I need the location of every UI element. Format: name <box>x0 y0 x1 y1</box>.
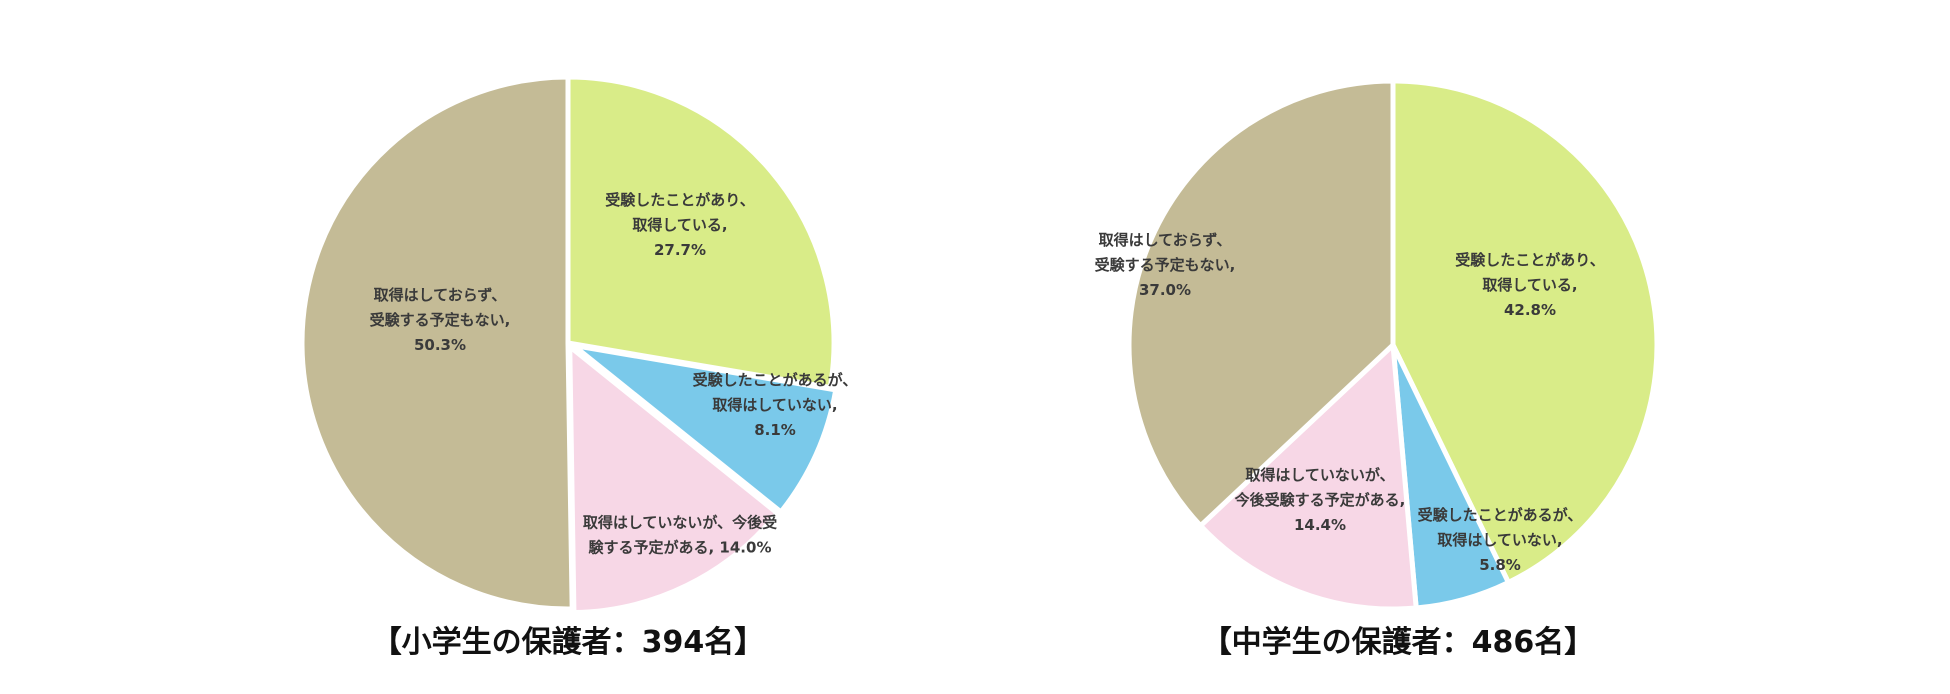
plan-to-take-slice <box>567 344 780 616</box>
no-plan-label: 取得はしておらず、受験する予定もない, 37.0% <box>1095 231 1236 299</box>
chart-elementary-parents: 受験したことがあり、取得している, 27.7% 受験したことがあるが、取得はしていな… <box>299 74 858 660</box>
not-acquired-slice <box>570 342 839 515</box>
acquired-label: 受験したことがあり、取得している, 42.8% <box>1455 251 1604 319</box>
plan-to-take-slice <box>1198 342 1419 612</box>
no-plan-label: 取得はしておらず、受験する予定もない, 50.3% <box>370 286 511 354</box>
chart-junior-high-parents: 受験したことがあり、取得している, 42.8% 受験したことがあるが、取得はしていな… <box>1095 78 1660 660</box>
chart-title: 【小学生の保護者：394名】 <box>372 625 765 660</box>
chart-title: 【中学生の保護者：486名】 <box>1202 625 1595 660</box>
acquired-slice <box>1390 78 1660 585</box>
acquired-slice <box>565 74 837 390</box>
not-acquired-label: 受験したことがあるが、取得はしていない, 5.8% <box>1418 506 1583 574</box>
no-plan-slice <box>299 74 575 612</box>
acquired-label: 受験したことがあり、取得している, 27.7% <box>605 191 754 259</box>
plan-to-take-label: 取得はしていないが、今後受験する予定がある, 14.0% <box>583 514 777 557</box>
no-plan-slice <box>1126 78 1396 529</box>
not-acquired-label: 受験したことがあるが、取得はしていない, 8.1% <box>693 371 858 439</box>
plan-to-take-label: 取得はしていないが、今後受験する予定がある, 14.4% <box>1234 466 1406 534</box>
